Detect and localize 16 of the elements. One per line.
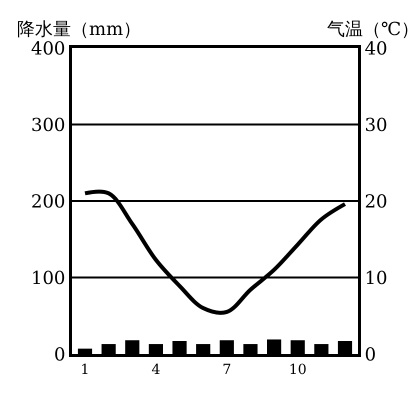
y2-tick-label: 30 [364, 114, 388, 136]
y-tick-label: 300 [31, 114, 66, 136]
y2-axis-title: 气温（℃） [327, 19, 420, 40]
x-tick-label: 7 [222, 362, 232, 378]
x-tick-label: 4 [151, 362, 160, 378]
y2-tick-label: 20 [364, 191, 388, 212]
y-tick-label: 400 [31, 38, 66, 60]
y-axis-title: 降水量（mm） [17, 19, 142, 40]
y2-tick-label: 10 [364, 268, 388, 289]
y-tick-label: 200 [31, 191, 66, 212]
y-tick-label: 100 [31, 268, 66, 289]
y2-tick-label: 40 [364, 38, 388, 60]
x-tick-label: 10 [288, 362, 307, 378]
x-tick-label: 1 [80, 362, 90, 378]
y2-tick-label: 0 [364, 344, 376, 366]
y-tick-label: 0 [54, 344, 66, 366]
